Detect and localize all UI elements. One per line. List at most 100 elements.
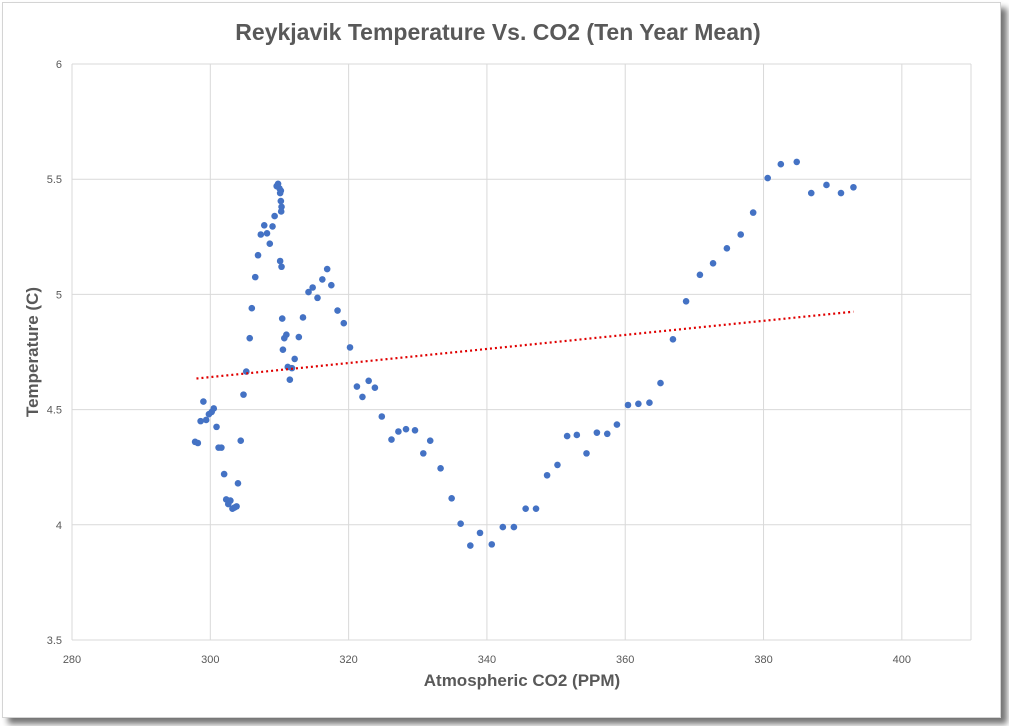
- data-point: [365, 377, 372, 385]
- y-tick-label: 5: [56, 289, 62, 301]
- data-point: [263, 230, 271, 237]
- data-point: [499, 523, 507, 531]
- data-point: [237, 437, 245, 445]
- trendline: [196, 310, 854, 380]
- data-point: [532, 505, 540, 512]
- data-point: [510, 523, 518, 531]
- data-point: [233, 503, 240, 510]
- data-point: [624, 401, 632, 409]
- data-point: [323, 265, 331, 273]
- x-tick-label: 280: [63, 654, 81, 666]
- data-point: [246, 334, 254, 342]
- x-tick-label: 300: [201, 654, 219, 666]
- data-point: [271, 212, 278, 220]
- data-point: [227, 497, 234, 504]
- data-point: [202, 416, 210, 424]
- data-point: [646, 399, 653, 406]
- data-point: [777, 160, 785, 168]
- data-point: [395, 428, 402, 435]
- data-point: [277, 187, 285, 195]
- data-point: [269, 223, 276, 230]
- data-point: [426, 437, 434, 445]
- data-point: [723, 245, 731, 252]
- data-point: [353, 383, 361, 390]
- data-point: [563, 432, 571, 440]
- data-point: [266, 240, 274, 248]
- y-axis-ticks: 3.5 4 4.5 5 5.5 6: [47, 59, 62, 647]
- data-point: [234, 480, 242, 487]
- data-point: [411, 427, 419, 434]
- data-point: [448, 495, 455, 502]
- data-point: [197, 417, 204, 425]
- data-point: [254, 251, 262, 259]
- data-point: [543, 471, 551, 479]
- gridlines: [71, 63, 972, 641]
- data-point: [457, 520, 464, 527]
- data-point: [388, 436, 395, 443]
- data-point: [295, 333, 303, 341]
- y-tick-label: 4.5: [47, 405, 62, 417]
- data-point: [737, 231, 745, 238]
- data-point: [378, 413, 386, 420]
- data-point: [200, 398, 207, 405]
- data-point: [210, 405, 218, 412]
- data-point: [279, 346, 287, 353]
- chart-frame: [2, 2, 1001, 718]
- data-point: [240, 391, 247, 398]
- data-point: [346, 344, 354, 351]
- data-point: [257, 231, 265, 238]
- data-point: [371, 384, 379, 392]
- data-point: [522, 505, 529, 512]
- data-point: [260, 221, 268, 229]
- data-point: [291, 355, 298, 363]
- x-tick-label: 380: [754, 654, 772, 666]
- data-point: [583, 450, 590, 457]
- data-point: [437, 465, 444, 472]
- y-axis-title: Temperature (C): [23, 287, 42, 417]
- data-point: [696, 271, 704, 279]
- data-point: [286, 376, 294, 383]
- data-point: [837, 189, 845, 197]
- x-tick-label: 360: [616, 654, 634, 666]
- data-points: [191, 158, 857, 549]
- data-point: [213, 423, 220, 431]
- y-tick-label: 3.5: [47, 635, 62, 647]
- data-point: [554, 461, 561, 469]
- data-point: [709, 259, 717, 267]
- data-point: [850, 183, 857, 191]
- data-point: [657, 379, 664, 387]
- x-axis-title: Atmospheric CO2 (PPM): [424, 671, 620, 690]
- data-point: [749, 209, 757, 216]
- data-point: [764, 174, 771, 182]
- x-tick-label: 340: [478, 654, 496, 666]
- chart-title: Reykjavik Temperature Vs. CO2 (Ten Year …: [235, 19, 760, 45]
- data-point: [276, 257, 284, 265]
- data-point: [277, 208, 285, 215]
- x-axis-ticks: 280 300 320 340 360 380 400: [63, 654, 911, 666]
- trendline-group: [196, 310, 854, 380]
- data-point: [488, 541, 496, 548]
- data-point: [807, 189, 815, 197]
- data-point: [467, 542, 474, 549]
- data-point: [220, 470, 228, 478]
- data-point: [682, 298, 690, 305]
- data-point: [593, 429, 601, 436]
- data-point: [573, 431, 581, 439]
- data-point: [476, 529, 484, 537]
- y-tick-label: 5.5: [47, 174, 62, 186]
- data-point: [613, 421, 621, 428]
- data-point: [248, 304, 256, 312]
- data-point: [299, 314, 307, 321]
- x-tick-label: 320: [339, 654, 357, 666]
- data-point: [793, 158, 801, 166]
- data-point: [319, 276, 326, 283]
- data-point: [340, 319, 348, 327]
- data-point: [823, 181, 830, 189]
- data-point: [283, 331, 290, 339]
- y-tick-label: 6: [56, 59, 62, 71]
- data-point: [669, 336, 677, 343]
- data-point: [314, 294, 321, 302]
- y-tick-label: 4: [56, 520, 62, 532]
- data-point: [277, 197, 285, 205]
